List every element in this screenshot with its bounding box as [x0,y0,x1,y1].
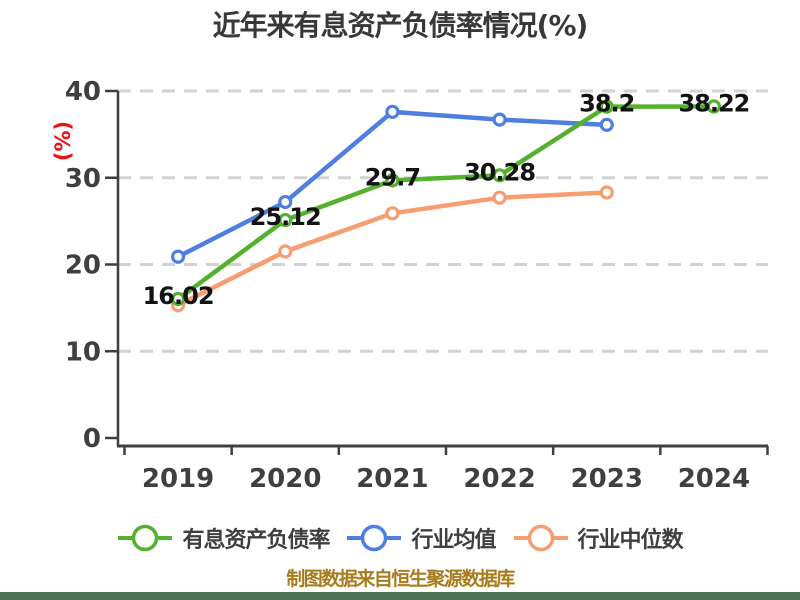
data-point-有息资产负债率 [706,99,722,114]
y-tick-label: 20 [65,251,101,281]
legend-marker-icon [118,524,173,552]
legend-label: 有息资产负债率 [182,528,330,553]
data-point-label: 16.02 [143,282,214,310]
data-point-有息资产负债率 [170,291,186,307]
chart-title: 近年来有息资产负债率情况(%) [212,9,589,42]
data-point-有息资产负债率 [278,212,293,228]
legend-item-行业中位数: 行业中位数 [513,522,684,554]
y-tick-label: 0 [83,424,101,454]
bottom-accent-band [0,592,800,600]
legend-item-有息资产负债率: 有息资产负债率 [117,522,330,554]
data-point-行业中位数 [599,185,614,200]
x-tick-label: 2022 [463,464,535,494]
data-point-行业中位数 [492,190,507,205]
y-tick-label: 30 [65,164,101,194]
line-chart-plot-area: 0 10 20 30 40 2019 2020 2021 2022 2023 2024 16.02 25… [65,77,769,494]
data-point-行业均值 [278,194,293,210]
data-source-note: 制图数据来自恒生聚源数据库 [286,568,515,590]
data-point-行业均值 [170,249,186,264]
legend-label: 行业均值 [411,528,496,553]
data-point-有息资产负债率 [492,168,507,183]
x-tick-label: 2021 [356,464,428,494]
legend-label: 行业中位数 [577,528,684,553]
data-point-label: 29.7 [365,163,420,191]
y-tick-label: 40 [65,77,101,107]
data-point-label: 25.12 [250,203,321,231]
legend-marker-icon [513,524,568,552]
legend-item-行业均值: 行业均值 [346,522,497,554]
data-point-label: 30.28 [464,158,535,186]
x-tick-label: 2019 [142,464,214,494]
data-point-label: 38.2 [579,90,634,118]
x-tick-label: 2024 [678,464,750,494]
legend-marker-icon [347,524,402,552]
y-tick-label: 10 [65,337,101,367]
data-point-行业中位数 [385,206,400,221]
series-line-有息资产负债率 [175,104,717,302]
data-point-label: 38.22 [678,89,749,117]
x-tick-label: 2020 [249,464,321,494]
data-point-有息资产负债率 [599,99,614,114]
data-point-行业均值 [599,117,614,132]
data-point-有息资产负债率 [385,173,400,188]
x-tick-label: 2023 [571,464,643,494]
chart-legend: 有息资产负债率 行业均值 行业中位数 [0,522,800,554]
data-point-行业均值 [492,112,507,127]
data-point-行业中位数 [278,244,293,259]
data-point-行业均值 [385,104,400,119]
